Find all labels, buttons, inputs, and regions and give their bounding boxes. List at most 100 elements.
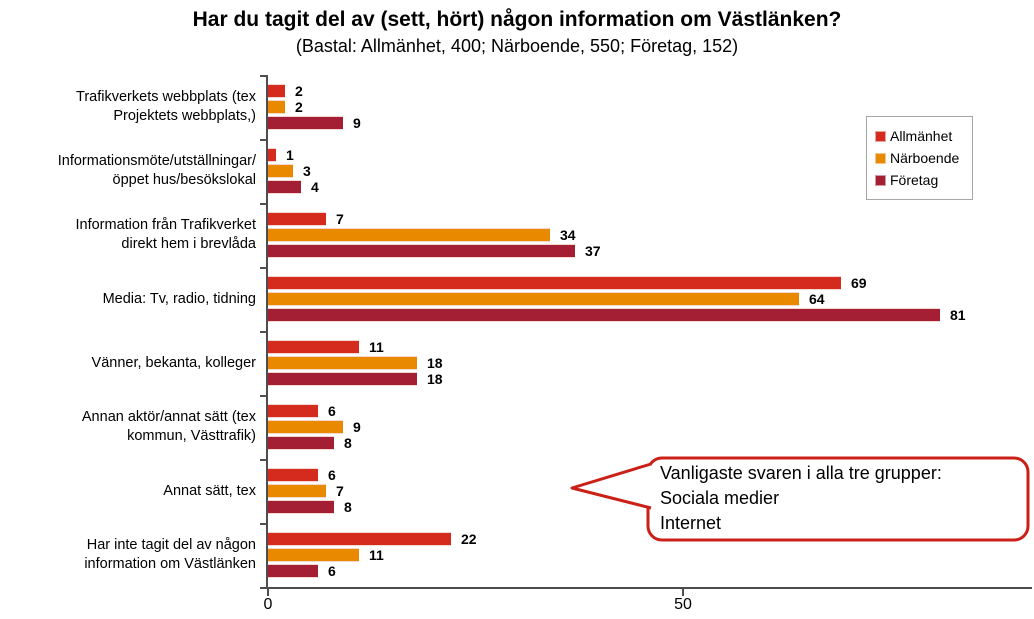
bar-value-label: 2: [295, 99, 303, 115]
bar-value-label: 6: [328, 563, 336, 579]
bar-närboende: [268, 548, 359, 562]
bar-närboende: [268, 292, 799, 306]
bar-value-label: 7: [336, 483, 344, 499]
category-label-line: direkt hem i brevlåda: [121, 236, 256, 252]
bar-närboende: [268, 484, 326, 498]
category-label-line: kommun, Västtrafik): [127, 428, 256, 444]
bar-value-label: 9: [353, 115, 361, 131]
category-label-line: Vänner, bekanta, kolleger: [91, 354, 256, 371]
bar-företag: [268, 180, 301, 194]
y-axis-tick: [260, 75, 268, 77]
bar-value-label: 4: [311, 179, 319, 195]
legend-swatch-icon: [875, 152, 886, 164]
callout-line: Sociala medier: [660, 488, 780, 508]
category-label: Annan aktör/annat sätt (tex kommun, Västt…: [0, 395, 256, 459]
category-label-line: Annan aktör/annat sätt (tex: [81, 409, 256, 425]
category-label: Trafikverkets webbplats (tex Projektets w…: [0, 75, 256, 139]
legend-item-företag: Företag: [875, 172, 972, 188]
bar-närboende: [268, 420, 343, 434]
bar-företag: [268, 500, 334, 514]
bar-value-label: 2: [295, 83, 303, 99]
bar-närboende: [268, 228, 550, 242]
bar-value-label: 69: [851, 275, 867, 291]
bar-value-label: 8: [344, 499, 352, 515]
x-axis-tick-label: 0: [263, 596, 273, 613]
bar-företag: [268, 372, 417, 386]
bar-företag: [268, 308, 940, 322]
bar-value-label: 11: [369, 547, 384, 563]
callout-text: Vanligaste svaren i alla tre grupper: Soc…: [660, 461, 1020, 536]
bar-närboende: [268, 100, 285, 114]
legend-swatch-icon: [875, 130, 886, 142]
bar-value-label: 37: [585, 243, 601, 259]
bar-allmänhet: [268, 148, 276, 162]
chart-title: Har du tagit del av (sett, hört) någon i…: [192, 8, 842, 31]
bar-företag: [268, 436, 334, 450]
bar-value-label: 6: [328, 467, 336, 483]
category-label-line: Information från Trafikverket: [75, 217, 256, 233]
bar-företag: [268, 564, 318, 578]
bar-allmänhet: [268, 276, 841, 290]
y-axis-tick: [260, 139, 268, 141]
bar-närboende: [268, 164, 293, 178]
bar-allmänhet: [268, 532, 451, 546]
legend-label: Företag: [890, 172, 939, 188]
legend-item-närboende: Närboende: [875, 150, 972, 166]
y-axis-tick: [260, 267, 268, 269]
bar-value-label: 9: [353, 419, 361, 435]
category-label: Informationsmöte/utställningar/öppet hus…: [0, 139, 256, 203]
bar-value-label: 6: [328, 403, 336, 419]
y-axis-tick: [260, 331, 268, 333]
callout-line: Internet: [660, 513, 722, 533]
bar-allmänhet: [268, 212, 326, 226]
bar-value-label: 81: [950, 307, 966, 323]
chart-subtitle: (Bastal: Allmänhet, 400; Närboende, 550;…: [295, 36, 739, 56]
category-label-line: Har inte tagit del av någon: [86, 537, 256, 553]
category-label: Information från Trafikverket direkt hem …: [0, 203, 256, 267]
bar-value-label: 64: [809, 291, 825, 307]
category-label-line: information om Västlänken: [84, 556, 256, 572]
y-axis-tick: [260, 395, 268, 397]
x-axis-tick-label: 50: [674, 596, 692, 613]
callout-line: Vanligaste svaren i alla tre grupper:: [660, 463, 942, 483]
category-label-line: Annat sätt, tex: [163, 482, 256, 499]
y-axis-tick: [260, 203, 268, 205]
category-label-line: Projektets webbplats,): [113, 108, 256, 124]
bar-value-label: 34: [560, 227, 576, 243]
legend: Allmänhet Närboende Företag: [866, 116, 973, 200]
bar-value-label: 8: [344, 435, 352, 451]
legend-item-allmänhet: Allmänhet: [875, 128, 972, 144]
bar-allmänhet: [268, 84, 285, 98]
bar-value-label: 7: [336, 211, 344, 227]
category-label: Vänner, bekanta, kolleger: [0, 331, 256, 395]
category-label-line: Informationsmöte/utställningar/: [57, 153, 256, 169]
bar-allmänhet: [268, 340, 359, 354]
bar-allmänhet: [268, 404, 318, 418]
callout-bubble: [570, 456, 1030, 542]
x-axis-tick: [267, 589, 269, 596]
legend-label: Allmänhet: [890, 128, 953, 144]
x-axis-tick: [682, 589, 684, 596]
category-label-line: öppet hus/besökslokal: [112, 172, 257, 188]
category-label-line: Media: Tv, radio, tidning: [102, 290, 256, 307]
y-axis-tick: [260, 523, 268, 525]
category-label: Media: Tv, radio, tidning: [0, 267, 256, 331]
bar-value-label: 18: [427, 371, 443, 387]
bar-företag: [268, 244, 575, 258]
bar-value-label: 1: [286, 147, 294, 163]
bar-företag: [268, 116, 343, 130]
bar-närboende: [268, 356, 417, 370]
category-label-line: Trafikverkets webbplats (tex: [76, 89, 256, 105]
y-axis-tick: [260, 587, 268, 589]
x-axis-line: [266, 587, 1032, 589]
bar-value-label: 18: [427, 355, 443, 371]
category-label: Annat sätt, tex: [0, 459, 256, 523]
legend-label: Närboende: [890, 150, 960, 166]
bar-value-label: 22: [461, 531, 477, 547]
bar-allmänhet: [268, 468, 318, 482]
y-axis-tick: [260, 459, 268, 461]
bar-value-label: 3: [303, 163, 311, 179]
bar-value-label: 11: [369, 339, 384, 355]
category-label: Har inte tagit del av någon information o…: [0, 523, 256, 587]
